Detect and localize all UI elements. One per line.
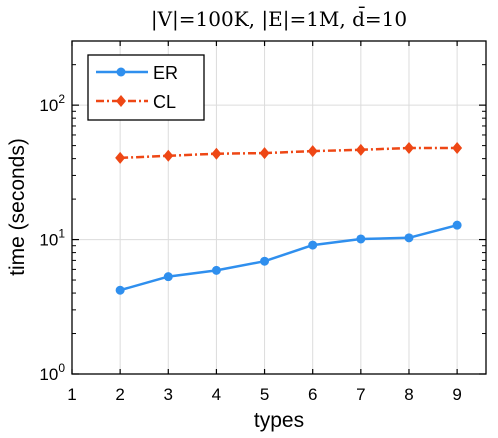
data-point-cl — [307, 145, 318, 158]
data-point-er — [260, 256, 270, 266]
legend-er-label: ER — [153, 63, 178, 83]
x-tick-label: 4 — [212, 385, 221, 404]
legend-cl-marker — [116, 95, 126, 107]
x-tick-label: 9 — [452, 385, 461, 404]
x-axis-label: types — [254, 409, 304, 432]
data-point-cl — [452, 141, 463, 154]
x-tick-label: 2 — [115, 385, 124, 404]
data-point-er — [211, 265, 221, 275]
data-point-er — [163, 272, 173, 282]
y-axis-label: time (seconds) — [6, 138, 29, 276]
x-tick-label: 6 — [308, 385, 317, 404]
data-point-er — [115, 285, 125, 295]
y-tick-label: 100 — [39, 361, 65, 384]
x-tick-label: 3 — [164, 385, 173, 404]
data-point-cl — [259, 147, 270, 160]
data-point-cl — [211, 147, 222, 160]
legend-box — [87, 54, 205, 121]
x-tick-labels: 1 2 3 4 5 6 7 8 9 — [67, 385, 462, 404]
data-point-cl — [355, 143, 366, 156]
data-point-er — [356, 234, 366, 244]
data-point-er — [404, 233, 414, 243]
x-tick-label: 7 — [356, 385, 365, 404]
data-point-cl — [163, 149, 174, 162]
legend-cl-label: CL — [153, 92, 176, 112]
data-point-er — [308, 240, 318, 250]
legend-er-marker — [116, 67, 126, 77]
y-tick-label: 102 — [39, 92, 65, 115]
y-tick-labels: 100 101 102 — [39, 92, 65, 384]
data-point-cl — [115, 151, 126, 164]
data-point-cl — [403, 141, 414, 154]
y-tick-label: 101 — [39, 227, 65, 250]
x-tick-label: 8 — [404, 385, 413, 404]
x-tick-label: 1 — [67, 385, 76, 404]
axis-ticks — [71, 41, 486, 375]
series-layer — [115, 141, 463, 295]
series-line-er — [119, 223, 458, 292]
chart-title: |V|=100K, |E|=1M, d̄=10 — [151, 6, 407, 32]
x-tick-label: 5 — [260, 385, 269, 404]
data-point-er — [452, 220, 462, 230]
plot-area-frame — [71, 40, 487, 375]
legend: ER CL — [87, 54, 205, 121]
